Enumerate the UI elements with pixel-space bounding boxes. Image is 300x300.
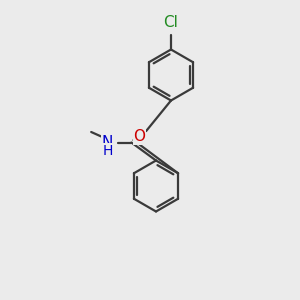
Text: O: O: [134, 129, 146, 144]
Text: H: H: [102, 144, 113, 158]
Text: N: N: [101, 135, 113, 150]
Text: Cl: Cl: [164, 15, 178, 30]
